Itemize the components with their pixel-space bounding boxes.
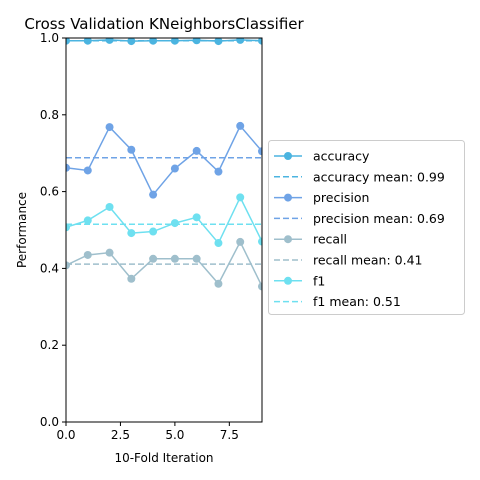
data-point-precision (258, 147, 262, 156)
data-point-accuracy (214, 38, 223, 46)
legend-label: accuracy mean: 0.99 (313, 169, 445, 184)
y-tick-label: 0.2 (40, 338, 59, 352)
legend: accuracy accuracy mean: 0.99 precision prec… (268, 140, 465, 315)
data-point-precision (236, 121, 245, 130)
data-point-recall (83, 250, 92, 259)
data-point-f1 (236, 193, 245, 202)
legend-label: accuracy (313, 149, 370, 164)
data-point-accuracy (149, 38, 158, 45)
y-tick-label: 0.8 (40, 108, 59, 122)
data-point-accuracy (236, 38, 245, 44)
data-point-recall (105, 248, 114, 257)
data-point-recall (66, 261, 70, 270)
data-point-recall (258, 282, 262, 291)
legend-label: precision mean: 0.69 (313, 211, 445, 226)
data-point-f1 (127, 229, 136, 238)
chart-title: Cross Validation KNeighborsClassifier (24, 15, 304, 33)
y-tick-label: 0.0 (40, 415, 59, 429)
y-tick-label: 0.6 (40, 185, 59, 199)
data-point-precision (170, 164, 179, 173)
y-axis-label: Performance (15, 192, 29, 268)
data-point-recall (214, 279, 223, 288)
x-tick-label: 0.0 (56, 428, 75, 442)
axes-frame (65, 37, 263, 423)
legend-label: precision (313, 190, 369, 205)
data-point-f1 (105, 202, 114, 211)
data-point-f1 (214, 239, 223, 248)
y-tick-label: 0.4 (40, 261, 59, 275)
data-point-f1 (258, 237, 262, 246)
data-point-precision (192, 146, 201, 155)
data-point-precision (105, 123, 114, 132)
data-point-precision (83, 166, 92, 175)
data-point-f1 (66, 223, 70, 232)
x-tick-label: 7.5 (220, 428, 239, 442)
data-point-precision (149, 190, 158, 199)
data-point-f1 (149, 227, 158, 236)
legend-label: recall mean: 0.41 (313, 253, 422, 268)
data-point-recall (170, 254, 179, 263)
data-point-f1 (83, 216, 92, 225)
x-tick-label: 5.0 (165, 428, 184, 442)
legend-marker (284, 193, 292, 202)
axis-ticks: 0.0 2.5 5.0 7.5 0.0 0.2 0.4 0.6 0.8 1.0 (40, 31, 239, 442)
data-point-recall (192, 254, 201, 263)
data-point-recall (149, 254, 158, 263)
legend-marker (284, 235, 292, 244)
series-line-f1 (66, 195, 262, 245)
data-point-recall (236, 237, 245, 246)
x-axis-label: 10-Fold Iteration (114, 451, 213, 465)
data-point-f1 (170, 219, 179, 228)
data-point-recall (127, 274, 136, 283)
data-point-precision (127, 145, 136, 154)
legend-label: recall (313, 232, 347, 247)
plot-area (66, 38, 262, 291)
data-point-f1 (192, 213, 201, 222)
series-line-precision (66, 124, 262, 197)
series-line-recall (66, 240, 262, 287)
legend-marker (284, 152, 292, 160)
legend-box (268, 140, 465, 315)
data-point-accuracy (105, 38, 114, 44)
data-point-precision (214, 167, 223, 176)
y-tick-label: 1.0 (40, 31, 59, 45)
legend-label: f1 (313, 273, 325, 288)
data-point-precision (66, 163, 70, 172)
x-tick-label: 2.5 (111, 428, 130, 442)
legend-marker (284, 276, 292, 285)
data-point-accuracy (127, 38, 136, 46)
legend-label: f1 mean: 0.51 (313, 294, 401, 309)
